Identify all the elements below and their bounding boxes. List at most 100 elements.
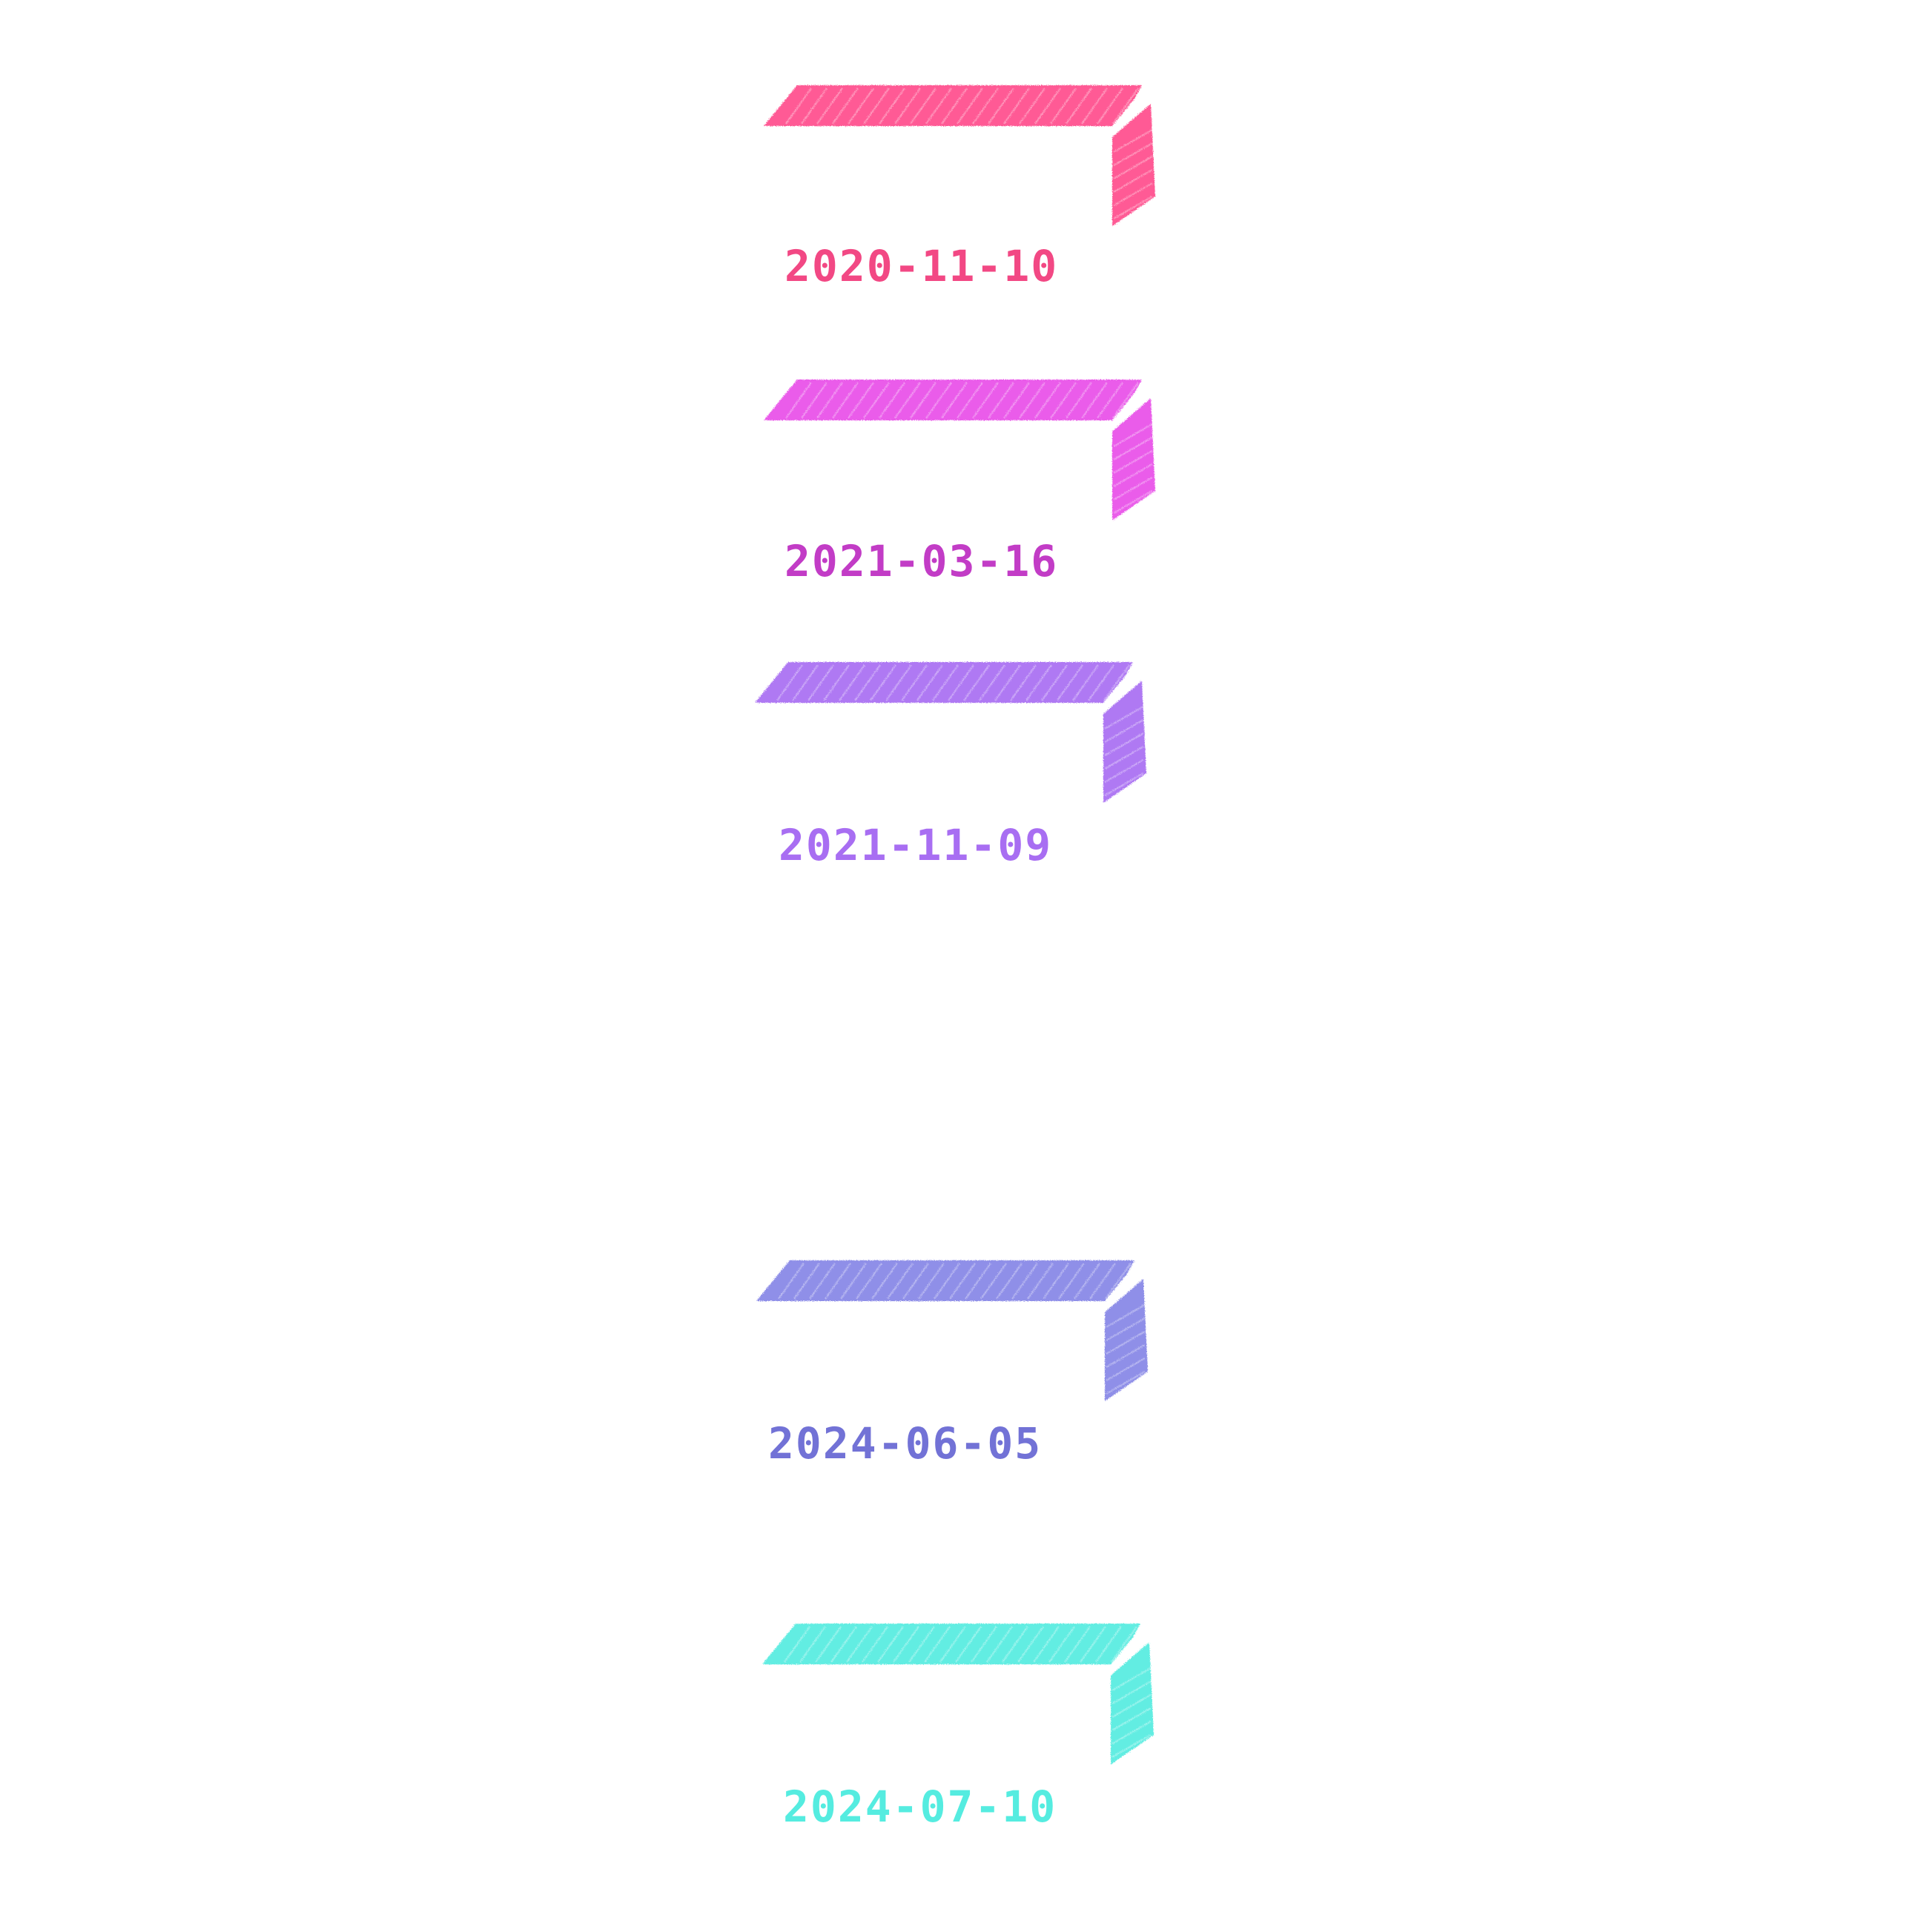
bracket-hatch <box>1106 1304 1146 1328</box>
bracket-hatch <box>832 382 859 419</box>
bracket-hatch <box>1113 437 1153 460</box>
bracket-hatch <box>778 1263 805 1300</box>
bracket-hatch <box>862 1626 888 1663</box>
bracket-hatch <box>1043 1263 1069 1300</box>
bracket-hatch <box>972 87 999 125</box>
timeline-bracket <box>764 380 1155 527</box>
bracket-hatch <box>1011 1263 1038 1300</box>
bracket-hatch <box>1019 87 1045 125</box>
bracket-hatch <box>957 87 983 125</box>
bracket-hatch <box>965 1263 991 1300</box>
bracket-hatch <box>925 382 952 419</box>
bracket-hatch <box>1113 142 1153 166</box>
bracket-hatch <box>1089 1263 1116 1300</box>
bracket-hatch <box>934 1263 960 1300</box>
bracket-hatch <box>815 1626 842 1663</box>
bracket-hatch <box>1050 382 1077 419</box>
bracket-hatch <box>1111 1694 1152 1718</box>
bracket-hatch <box>901 664 928 701</box>
bracket-hatch <box>1111 1721 1152 1744</box>
bracket-hatch <box>1112 87 1139 125</box>
bracket-hatch <box>1034 382 1061 419</box>
bracket-hatch <box>1017 1626 1044 1663</box>
bracket-top-band <box>764 85 1142 126</box>
bracket-hatch <box>1027 1263 1054 1300</box>
bracket-hatch <box>972 382 999 419</box>
bracket-hatch <box>792 664 819 701</box>
bracket-hatch <box>994 664 1021 701</box>
bracket-hatch <box>1113 423 1153 447</box>
bracket-hatch <box>894 87 921 125</box>
bracket-hatch <box>1080 1626 1106 1663</box>
bracket-hatch <box>1034 87 1061 125</box>
bracket-hatch <box>840 1263 867 1300</box>
bracket-hatch <box>1113 463 1153 487</box>
bracket-hatch <box>1103 664 1130 701</box>
bracket-hatch <box>879 87 905 125</box>
bracket-hatch <box>941 382 968 419</box>
bracket-hatch <box>939 1626 966 1663</box>
bracket-hatch <box>996 1263 1023 1300</box>
bracket-hatch <box>1113 156 1153 179</box>
bracket-hatch <box>1041 664 1068 701</box>
bracket-hatch <box>949 1263 976 1300</box>
bracket-hatch <box>1104 746 1144 770</box>
bracket-hatch <box>1105 1263 1132 1300</box>
bracket-hatch <box>801 87 827 125</box>
bracket-hatch <box>1111 1747 1152 1771</box>
bracket-hatch <box>1106 1371 1146 1395</box>
bracket-hatch <box>784 1626 810 1663</box>
bracket-hatch <box>1113 490 1153 514</box>
timeline-date-label: 2024-07-10 <box>783 1782 1057 1832</box>
bracket-hatch <box>1104 732 1144 756</box>
bracket-hatch <box>785 382 812 419</box>
timeline-bracket <box>755 662 1146 810</box>
bracket-hatch <box>980 1263 1007 1300</box>
bracket-hatch <box>856 1263 882 1300</box>
timeline-date-label: 2021-03-16 <box>784 536 1059 586</box>
bracket-hatch <box>885 664 912 701</box>
bracket-hatch <box>776 664 803 701</box>
bracket-hatch <box>932 664 959 701</box>
bracket-top-band <box>762 1624 1140 1664</box>
bracket-hatch <box>1111 1707 1152 1731</box>
bracket-hatch <box>848 87 874 125</box>
bracket-hatch <box>1104 706 1144 730</box>
bracket-hatch <box>1088 664 1114 701</box>
bracket-hatch <box>1033 1626 1060 1663</box>
bracket-hatch <box>1097 382 1123 419</box>
bracket-hatch <box>1106 1344 1146 1368</box>
bracket-hatch <box>1112 382 1139 419</box>
bracket-hatch <box>1057 664 1083 701</box>
bracket-hatch <box>948 664 974 701</box>
bracket-hatch <box>1113 129 1153 153</box>
timeline-bracket <box>762 1624 1154 1771</box>
bracket-hatch <box>924 1626 951 1663</box>
bracket-hatch <box>825 1263 851 1300</box>
bracket-top-band <box>764 380 1142 420</box>
bracket-hatch <box>1025 664 1052 701</box>
bracket-hatch <box>863 87 890 125</box>
bracket-hatch <box>1050 87 1077 125</box>
bracket-hatch <box>832 87 859 125</box>
bracket-hatch <box>1010 664 1037 701</box>
bracket-hatch <box>1066 382 1092 419</box>
bracket-hatch <box>1111 1626 1137 1663</box>
bracket-hatch <box>988 382 1014 419</box>
bracket-hatch <box>1095 1626 1122 1663</box>
bracket-hatch <box>1081 382 1108 419</box>
bracket-hatch <box>1048 1626 1075 1663</box>
bracket-hatch <box>957 382 983 419</box>
bracket-hatch <box>1019 382 1045 419</box>
bracket-hatch <box>877 1626 904 1663</box>
bracket-hatch <box>1106 1384 1146 1408</box>
bracket-hatch <box>801 382 827 419</box>
bracket-hatch <box>848 382 874 419</box>
bracket-hatch <box>879 382 905 419</box>
bracket-hatch <box>1003 87 1030 125</box>
bracket-hatch <box>785 87 812 125</box>
bracket-hatch <box>1097 87 1123 125</box>
bracket-hatch <box>799 1626 826 1663</box>
bracket-hatch <box>816 87 843 125</box>
timeline-date-label: 2020-11-10 <box>784 241 1059 291</box>
